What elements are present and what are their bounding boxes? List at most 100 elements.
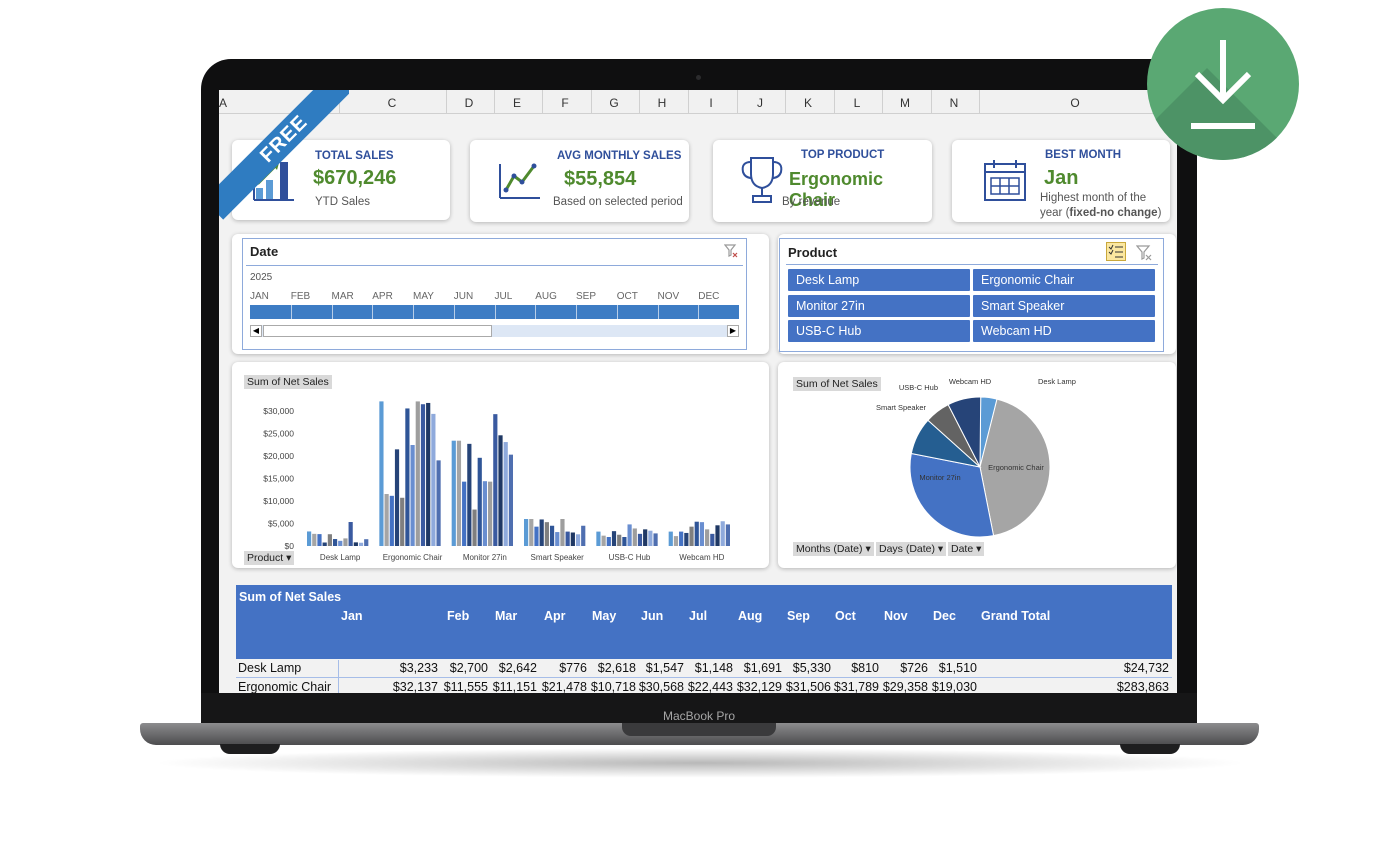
table-cell[interactable]: $1,510 xyxy=(938,661,977,675)
column-header-month[interactable]: Jun xyxy=(641,609,664,623)
bar[interactable] xyxy=(477,457,482,546)
table-cell[interactable]: $3,233 xyxy=(399,661,438,675)
column-header-month[interactable]: Sep xyxy=(787,609,810,623)
column-header-month[interactable]: Feb xyxy=(447,609,470,623)
scroll-thumb[interactable] xyxy=(263,325,492,337)
slicer-item-monitor-27in[interactable]: Monitor 27in xyxy=(788,295,970,317)
bar[interactable] xyxy=(560,519,565,546)
column-header[interactable]: A xyxy=(219,96,228,110)
bar[interactable] xyxy=(725,524,730,546)
date-timeline-slicer[interactable]: Date 2025 JAN FEB MAR APR MAY JUN JUL AUG SEP OCT… xyxy=(242,238,747,350)
pie-slice[interactable] xyxy=(947,396,982,468)
bar[interactable] xyxy=(720,521,725,546)
bar[interactable] xyxy=(498,435,503,546)
bar[interactable] xyxy=(653,533,658,546)
table-cell[interactable]: $29,358 xyxy=(882,680,928,693)
bar[interactable] xyxy=(710,533,715,546)
table-cell[interactable]: $32,129 xyxy=(736,680,782,693)
bar[interactable] xyxy=(617,534,622,546)
column-header-month[interactable]: Oct xyxy=(835,609,856,623)
table-cell[interactable]: $19,030 xyxy=(931,680,977,693)
multi-select-icon[interactable] xyxy=(1106,242,1126,261)
column-header-month[interactable]: Dec xyxy=(933,609,956,623)
table-cell[interactable]: $726 xyxy=(900,661,928,675)
bar[interactable] xyxy=(389,495,394,546)
bar[interactable] xyxy=(668,531,673,546)
column-header-month[interactable]: Apr xyxy=(544,609,566,623)
axis-field-button[interactable]: Product ▾ xyxy=(244,551,295,565)
bar[interactable] xyxy=(601,535,606,546)
scroll-right-arrow[interactable]: ▶ xyxy=(727,325,739,337)
bar[interactable] xyxy=(379,401,384,546)
table-cell[interactable]: $2,700 xyxy=(449,661,488,675)
bar[interactable] xyxy=(420,404,426,546)
table-cell[interactable]: $2,642 xyxy=(498,661,537,675)
bar[interactable] xyxy=(456,440,462,546)
timeline-month-label[interactable]: JAN xyxy=(250,291,269,302)
column-header[interactable]: G xyxy=(609,96,619,110)
bar[interactable] xyxy=(431,413,436,546)
timeline-month-label[interactable]: MAY xyxy=(413,291,434,302)
bar[interactable] xyxy=(364,539,369,546)
bar[interactable] xyxy=(508,454,513,546)
bar[interactable] xyxy=(648,530,653,546)
bar[interactable] xyxy=(462,481,467,546)
timeline-month-label[interactable]: APR xyxy=(372,291,393,302)
bar[interactable] xyxy=(555,532,560,546)
bar[interactable] xyxy=(343,538,348,546)
table-cell[interactable]: $22,443 xyxy=(687,680,733,693)
filter-button-days[interactable]: Days (Date) ▾ xyxy=(876,542,947,556)
table-cell[interactable]: $31,506 xyxy=(785,680,831,693)
column-header[interactable]: N xyxy=(949,96,959,110)
download-badge[interactable] xyxy=(1147,8,1299,160)
bar[interactable] xyxy=(673,536,679,546)
timeline-scrollbar[interactable]: ◀ ▶ xyxy=(250,325,739,337)
bar[interactable] xyxy=(524,519,529,546)
bar[interactable] xyxy=(488,481,493,546)
table-row[interactable]: Desk Lamp $3,233 $2,700 $2,642 $776 $2,6… xyxy=(236,660,1172,678)
table-cell[interactable]: $11,555 xyxy=(443,680,488,693)
table-cell[interactable]: $5,330 xyxy=(792,661,831,675)
bar[interactable] xyxy=(322,542,327,546)
slicer-item-smart-speaker[interactable]: Smart Speaker xyxy=(973,295,1155,317)
pie-slice[interactable] xyxy=(909,452,995,538)
bar[interactable] xyxy=(529,519,534,546)
bar[interactable] xyxy=(637,533,643,546)
bar[interactable] xyxy=(699,522,705,546)
bar[interactable] xyxy=(467,443,472,546)
table-cell[interactable]: $21,478 xyxy=(541,680,587,693)
timeline-month-label[interactable]: FEB xyxy=(290,291,311,302)
timeline-bar[interactable] xyxy=(250,305,739,319)
column-header[interactable]: J xyxy=(757,96,763,110)
bar[interactable] xyxy=(503,442,508,546)
product-slicer[interactable]: Product Desk Lamp Ergonomic Chair Monito… xyxy=(779,238,1164,352)
bar[interactable] xyxy=(426,402,431,546)
bar[interactable] xyxy=(596,531,601,546)
timeline-month-label[interactable]: OCT xyxy=(616,291,638,302)
bar[interactable] xyxy=(415,401,420,546)
table-cell[interactable]: $31,789 xyxy=(833,680,879,693)
table-cell[interactable]: $30,568 xyxy=(638,680,684,693)
bar[interactable] xyxy=(565,531,570,546)
bar[interactable] xyxy=(627,524,632,546)
bar[interactable] xyxy=(332,539,338,546)
value-field-button[interactable]: Sum of Net Sales xyxy=(793,377,881,391)
bar[interactable] xyxy=(307,531,312,546)
bar[interactable] xyxy=(327,534,332,546)
bar[interactable] xyxy=(606,537,611,546)
column-header-month[interactable]: Jul xyxy=(689,609,708,623)
slicer-item-usb-c-hub[interactable]: USB-C Hub xyxy=(788,320,970,342)
table-row[interactable]: Ergonomic Chair $32,137 $11,555 $11,151 … xyxy=(236,679,1172,693)
timeline-month-label[interactable]: DEC xyxy=(698,291,720,302)
clear-filter-icon[interactable] xyxy=(1136,245,1152,261)
table-cell[interactable]: $11,151 xyxy=(492,680,537,693)
bar[interactable] xyxy=(394,449,400,546)
timeline-month-label[interactable]: SEP xyxy=(576,291,597,302)
bar[interactable] xyxy=(575,534,581,546)
table-cell[interactable]: $283,863 xyxy=(1116,680,1169,693)
table-cell[interactable]: $1,691 xyxy=(743,661,782,675)
bar[interactable] xyxy=(694,521,699,546)
scroll-left-arrow[interactable]: ◀ xyxy=(250,325,262,337)
table-cell[interactable]: $1,547 xyxy=(645,661,684,675)
bar[interactable] xyxy=(679,531,684,546)
